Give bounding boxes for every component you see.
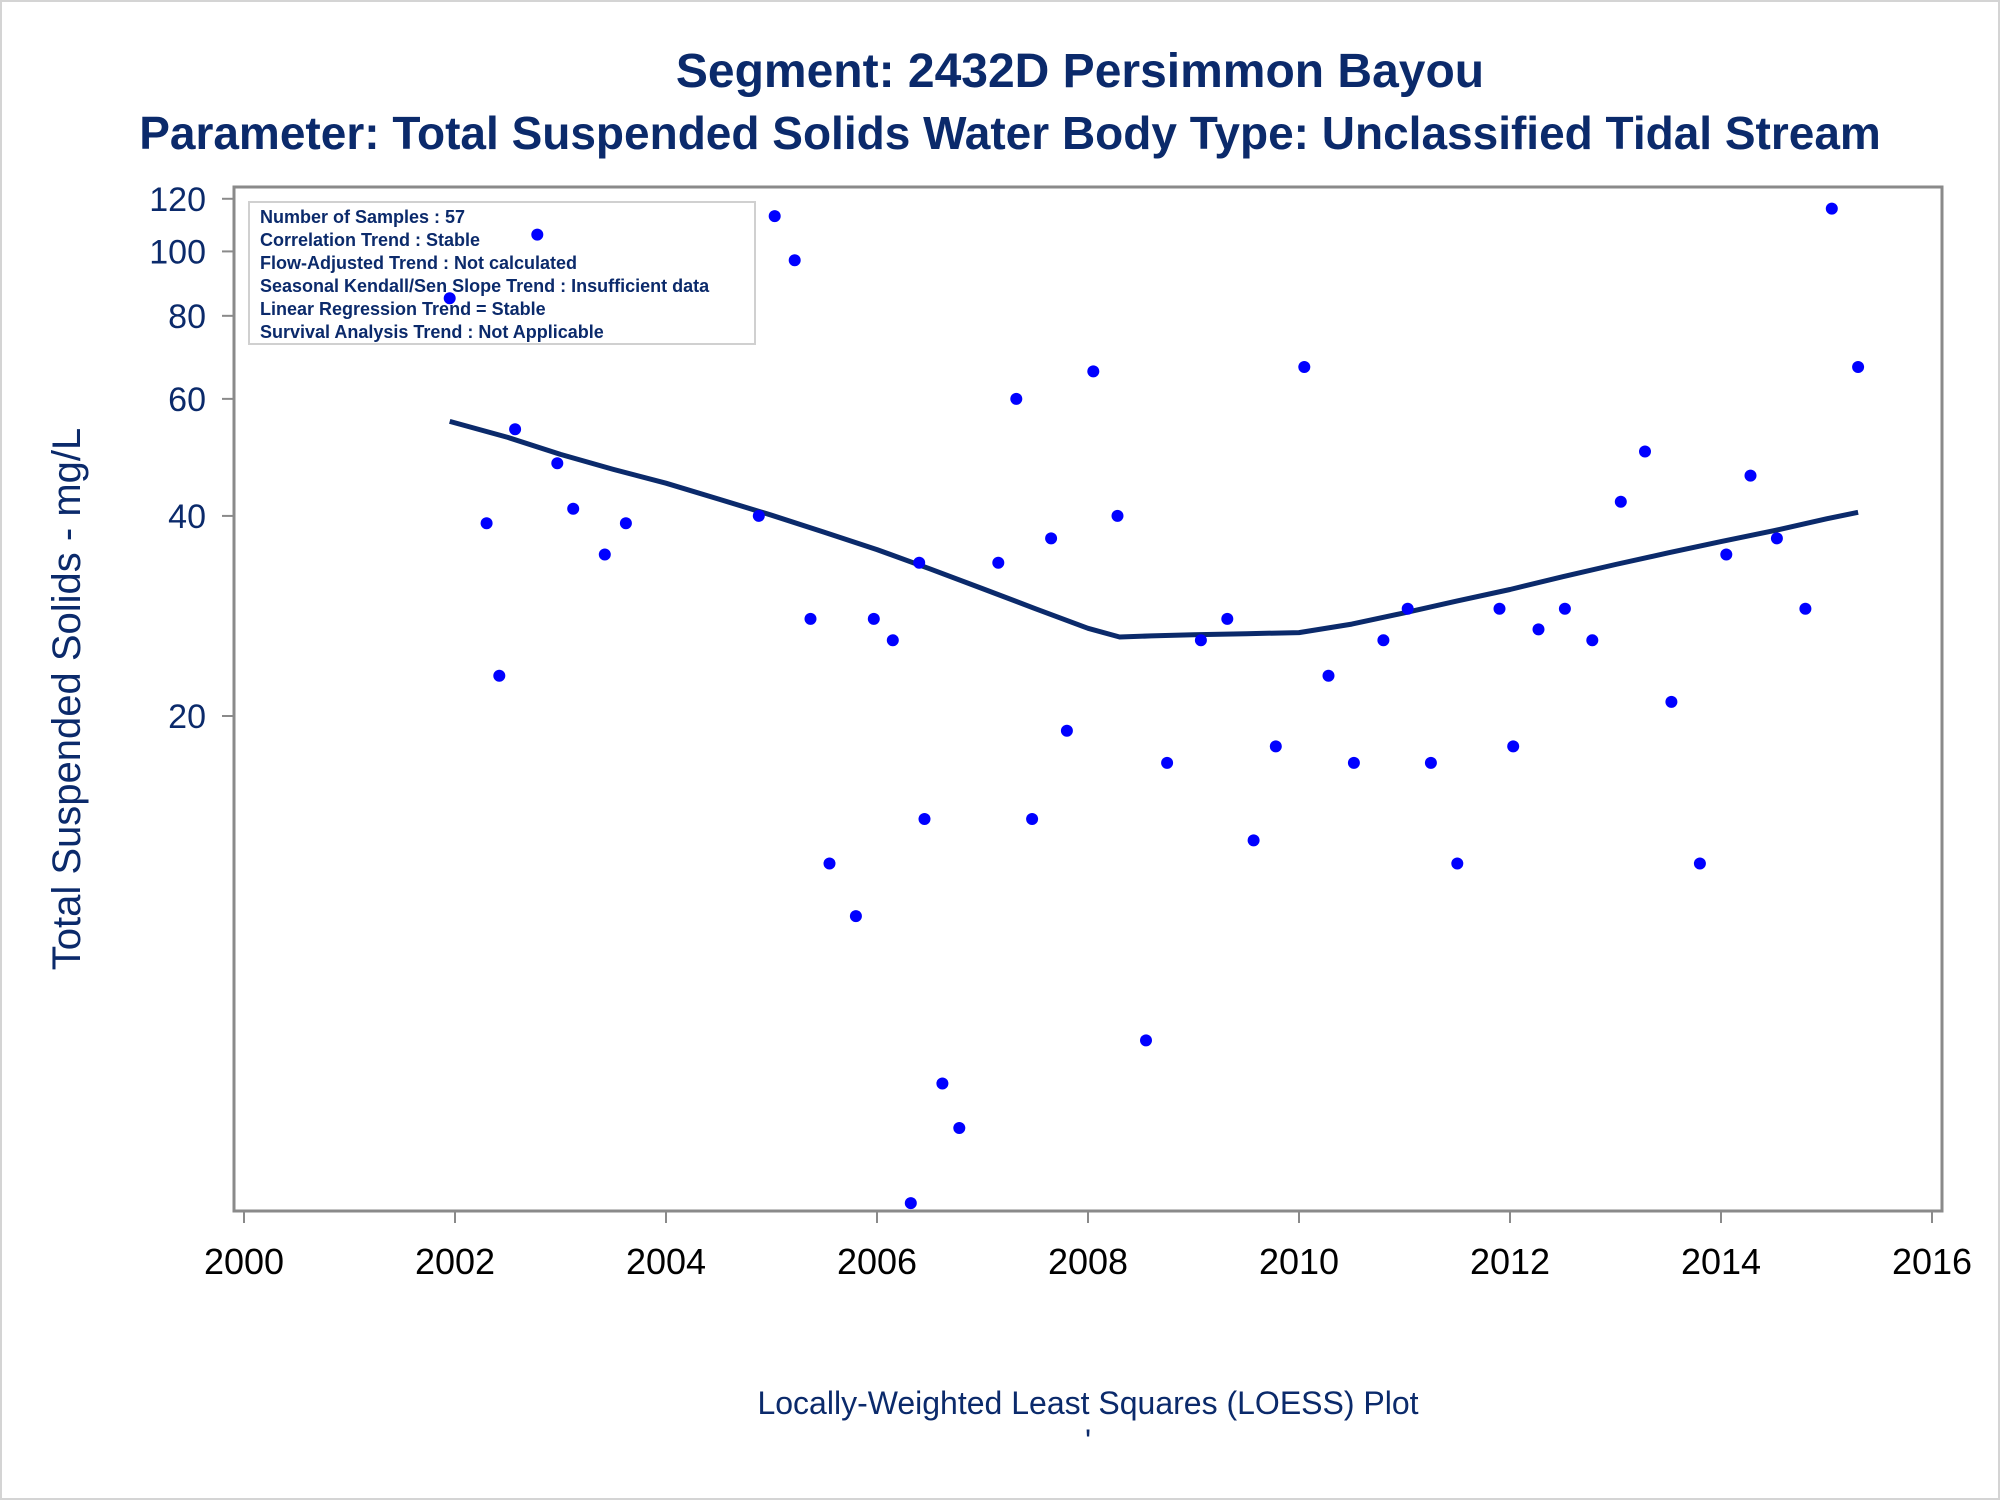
sample-point <box>752 509 765 522</box>
x-axis: 2000 2002 2004 2006 2008 2010 2012 2014 2016 <box>204 1211 1972 1282</box>
x-tick-label: 2006 <box>837 1241 917 1282</box>
x-tick-label: 2008 <box>1048 1241 1128 1282</box>
sample-point <box>1194 634 1207 647</box>
sample-point <box>1221 612 1234 625</box>
sample-point <box>567 502 580 515</box>
sample-point <box>849 910 862 923</box>
sample-point <box>1493 602 1506 615</box>
sample-point <box>936 1077 949 1090</box>
sample-point <box>1693 857 1706 870</box>
loess-trend-line <box>449 418 1859 640</box>
sample-point <box>1665 695 1678 708</box>
sample-point <box>1060 724 1073 737</box>
y-axis-label: Total Suspended Solids - mg/L <box>45 428 89 971</box>
sample-point <box>1852 361 1865 373</box>
y-tick-label: 60 <box>168 381 206 419</box>
x-tick-label: 2000 <box>204 1241 284 1282</box>
sample-point <box>886 634 899 647</box>
sample-point <box>913 556 926 569</box>
trend-summary-line: Linear Regression Trend = Stable <box>260 299 546 319</box>
sample-point <box>1744 469 1757 482</box>
sample-point <box>1639 445 1651 458</box>
sample-point <box>804 612 817 625</box>
x-tick-label: 2016 <box>1892 1241 1972 1282</box>
sample-point <box>443 292 456 305</box>
sample-point <box>788 254 801 267</box>
sample-point <box>1558 602 1571 615</box>
sample-point <box>1770 532 1783 545</box>
plot-method-footnote: Locally-Weighted Least Squares (LOESS) P… <box>757 1385 1418 1421</box>
trend-summary-line: Correlation Trend : Stable <box>260 230 480 250</box>
sample-point <box>1322 669 1335 682</box>
x-tick-label: 2002 <box>415 1241 495 1282</box>
chart-subtitle: Parameter: Total Suspended Solids Water … <box>139 107 1881 159</box>
x-tick-label: 2010 <box>1259 1241 1339 1282</box>
y-tick-label: 80 <box>168 298 206 336</box>
sample-point <box>1614 495 1627 508</box>
sample-point <box>1720 548 1733 561</box>
sample-point <box>1247 834 1260 847</box>
y-tick-label: 20 <box>168 698 206 736</box>
sample-point <box>480 517 493 530</box>
trend-summary-box: Number of Samples : 57 Correlation Trend … <box>248 201 756 345</box>
sample-point <box>1377 634 1390 647</box>
sample-point <box>493 669 506 682</box>
y-axis: 20 40 60 80 100 120 <box>149 181 234 736</box>
sample-point <box>1507 740 1520 753</box>
sample-point <box>1010 392 1023 405</box>
sample-point <box>1586 634 1599 647</box>
trend-summary-line: Number of Samples : 57 <box>260 207 465 227</box>
sample-point <box>1161 756 1174 769</box>
sample-point <box>1026 813 1039 825</box>
sample-point <box>823 857 836 870</box>
sample-point <box>904 1197 917 1210</box>
trend-summary-line: Survival Analysis Trend : Not Applicable <box>260 322 604 342</box>
sample-point <box>1451 857 1464 870</box>
trend-summary-line: Flow-Adjusted Trend : Not calculated <box>260 253 577 273</box>
sample-point <box>953 1122 966 1134</box>
sample-point <box>531 228 544 241</box>
x-tick-label: 2012 <box>1470 1241 1550 1282</box>
sample-point <box>1825 202 1838 215</box>
sample-point <box>551 457 564 470</box>
sample-point <box>992 556 1005 569</box>
sample-point <box>867 612 880 625</box>
sample-point <box>1532 623 1545 636</box>
trend-summary-line: Seasonal Kendall/Sen Slope Trend : Insuf… <box>260 276 710 296</box>
y-tick-label: 100 <box>149 233 206 271</box>
sample-point <box>509 423 522 436</box>
sample-point <box>1087 365 1100 378</box>
sample-point <box>1298 361 1311 373</box>
sample-point <box>598 548 611 561</box>
sample-point <box>1799 602 1812 615</box>
sample-point <box>1401 602 1414 615</box>
chart-title: Segment: 2432D Persimmon Bayou <box>676 45 1484 98</box>
sample-point <box>1140 1034 1152 1047</box>
sample-point <box>619 517 632 530</box>
sample-point <box>1424 756 1437 769</box>
sample-point <box>1045 532 1058 545</box>
x-tick-label: 2014 <box>1681 1241 1761 1282</box>
y-tick-label: 40 <box>168 498 206 536</box>
sample-point <box>918 813 931 825</box>
x-tick-label: 2004 <box>626 1241 706 1282</box>
sample-point <box>1269 740 1282 753</box>
sample-point <box>1347 756 1360 769</box>
footnote-mark: ' <box>1085 1423 1091 1459</box>
sample-point <box>768 210 781 223</box>
sample-points <box>443 202 1865 1210</box>
sample-point <box>1111 509 1124 522</box>
y-tick-label: 120 <box>149 181 206 219</box>
